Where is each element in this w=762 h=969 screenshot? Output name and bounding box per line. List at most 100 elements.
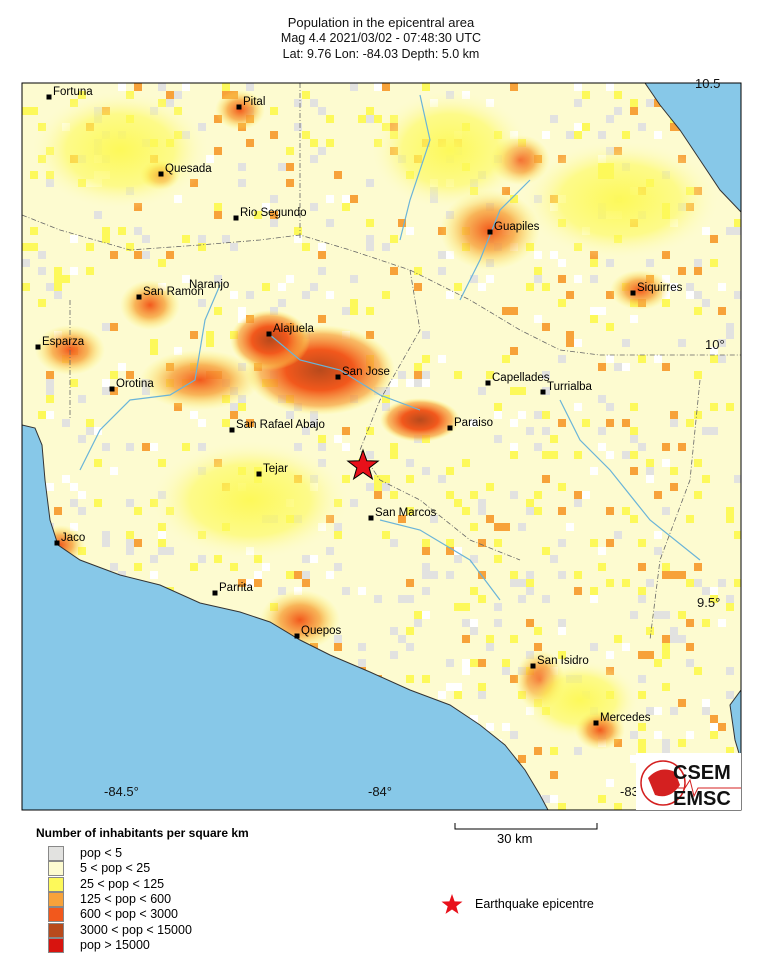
population-cell (350, 499, 358, 507)
population-cell (630, 755, 638, 763)
population-cell (174, 347, 182, 355)
population-cell (526, 507, 534, 515)
population-cell (158, 539, 166, 547)
population-cell (102, 379, 110, 387)
population-cell (302, 131, 310, 139)
population-cell (566, 595, 574, 603)
population-cell (470, 275, 478, 283)
population-cell (710, 731, 718, 739)
population-cell (150, 347, 158, 355)
population-cell (678, 267, 686, 275)
population-cell (734, 219, 741, 227)
population-cell (214, 147, 222, 155)
population-cell (534, 747, 542, 755)
population-cell (542, 387, 550, 395)
population-cell (694, 667, 702, 675)
population-cell (254, 187, 262, 195)
legend-item: pop < 5 (48, 846, 248, 861)
population-cell (398, 515, 406, 523)
population-cell (46, 283, 54, 291)
population-cell (310, 155, 318, 163)
population-cell (86, 427, 94, 435)
population-cell (694, 491, 702, 499)
city-marker (630, 290, 636, 296)
population-cell (454, 555, 462, 563)
population-density-area (610, 270, 670, 310)
population-cell (406, 579, 414, 587)
city: Pital (236, 96, 265, 110)
population-cell (630, 611, 638, 619)
population-cell (270, 219, 278, 227)
population-cell (214, 203, 222, 211)
population-cell (558, 299, 566, 307)
population-cell (334, 435, 342, 443)
population-cell (510, 731, 518, 739)
population-cell (470, 659, 478, 667)
population-cell (558, 355, 566, 363)
population-cell (622, 371, 630, 379)
population-cell (574, 275, 582, 283)
population-cell (382, 483, 390, 491)
legend-label: 25 < pop < 125 (80, 876, 165, 891)
population-cell (454, 283, 462, 291)
population-cell (590, 587, 598, 595)
population-cell (606, 419, 614, 427)
population-cell (382, 83, 390, 91)
epicentre-star[interactable] (346, 448, 380, 481)
population-cell (30, 243, 38, 251)
population-cell (406, 507, 414, 515)
population-cell (126, 499, 134, 507)
population-cell (126, 547, 134, 555)
population-cell (326, 139, 334, 147)
population-cell (198, 555, 206, 563)
population-cell (606, 579, 614, 587)
population-cell (142, 443, 150, 451)
population-cell (478, 539, 486, 547)
population-cell (678, 635, 686, 643)
population-cell (246, 83, 254, 91)
population-cell (606, 507, 614, 515)
population-cell (726, 515, 734, 523)
population-cell (510, 595, 518, 603)
population-cell (422, 275, 430, 283)
population-cell (526, 579, 534, 587)
city-label: Esparza (42, 336, 85, 348)
population-cell (654, 611, 662, 619)
legend-label: pop > 15000 (80, 937, 150, 952)
city-marker (35, 344, 41, 350)
population-cell (390, 451, 398, 459)
population-cell (598, 363, 606, 371)
population-cell (38, 299, 46, 307)
population-cell (558, 619, 566, 627)
population-cell (566, 339, 574, 347)
city-marker (233, 215, 239, 221)
population-cell (230, 411, 238, 419)
city: San Isidro (530, 655, 589, 669)
city-label: San Ramon (143, 286, 204, 298)
population-cell (702, 227, 710, 235)
population-cell (598, 427, 606, 435)
population-cell (590, 635, 598, 643)
population-cell (590, 275, 598, 283)
city-label: Pital (243, 96, 265, 108)
population-cell (190, 563, 198, 571)
population-cell (38, 251, 46, 259)
population-cell (158, 259, 166, 267)
population-cell (638, 691, 646, 699)
city-marker (447, 425, 453, 431)
population-cell (502, 667, 510, 675)
legend-swatch (48, 846, 64, 861)
population-cell (262, 283, 270, 291)
population-cell (86, 419, 94, 427)
population-cell (398, 219, 406, 227)
population-cell (622, 643, 630, 651)
population-cell (518, 411, 526, 419)
population-cell (526, 427, 534, 435)
location-info: Lat: 9.76 Lon: -84.03 Depth: 5.0 km (282, 47, 480, 61)
population-cell (390, 267, 398, 275)
population-cell (78, 91, 86, 99)
population-cell (630, 435, 638, 443)
population-cell (342, 427, 350, 435)
population-cell (206, 155, 214, 163)
